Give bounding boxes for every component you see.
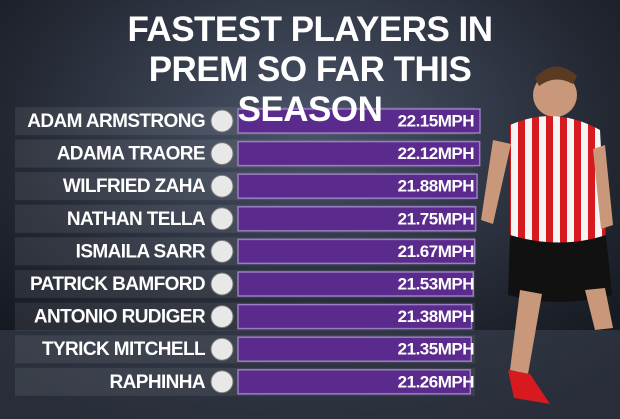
value-label: 21.67MPH <box>398 242 475 261</box>
chart-title: FASTEST PLAYERS IN PREM SO FAR THIS SEAS… <box>20 10 600 130</box>
player-name: NATHAN TELLA <box>67 209 206 230</box>
value-label: 22.15MPH <box>398 111 475 130</box>
bar <box>237 238 476 265</box>
chart-title-text: FASTEST PLAYERS IN PREM SO FAR THIS SEAS… <box>127 10 493 129</box>
bar <box>237 369 472 395</box>
bar <box>237 336 473 362</box>
club-badge <box>210 272 234 296</box>
player-name: ISMAILA SARR <box>76 241 206 262</box>
bar <box>237 271 474 297</box>
player-name: WILFRIED ZAHA <box>63 176 206 197</box>
bar <box>237 303 473 330</box>
bar <box>237 206 477 232</box>
bar <box>237 173 478 199</box>
club-badge <box>210 370 234 394</box>
club-badge <box>210 207 234 231</box>
club-badge <box>210 174 234 198</box>
club-badge <box>210 337 234 361</box>
value-label: 22.12MPH <box>398 144 475 163</box>
player-name: TYRICK MITCHELL <box>42 339 206 360</box>
value-label: 21.53MPH <box>398 274 475 293</box>
value-label: 21.38MPH <box>398 307 475 326</box>
club-badge <box>210 109 234 133</box>
player-name: ADAM ARMSTRONG <box>27 111 205 132</box>
player-name: PATRICK BAMFORD <box>30 274 205 295</box>
club-badge <box>210 239 234 263</box>
player-name: ADAMA TRAORE <box>57 144 205 165</box>
player-name: ANTONIO RUDIGER <box>34 307 206 328</box>
value-label: 21.26MPH <box>398 372 475 391</box>
bar <box>237 108 481 134</box>
club-badge <box>210 142 234 166</box>
value-label: 21.88MPH <box>398 177 475 196</box>
club-badge <box>210 305 234 329</box>
player-illustration <box>481 66 613 404</box>
value-label: 21.75MPH <box>398 209 475 228</box>
player-name: RAPHINHA <box>110 372 206 393</box>
value-label: 21.35MPH <box>398 340 475 359</box>
bar <box>237 140 481 167</box>
